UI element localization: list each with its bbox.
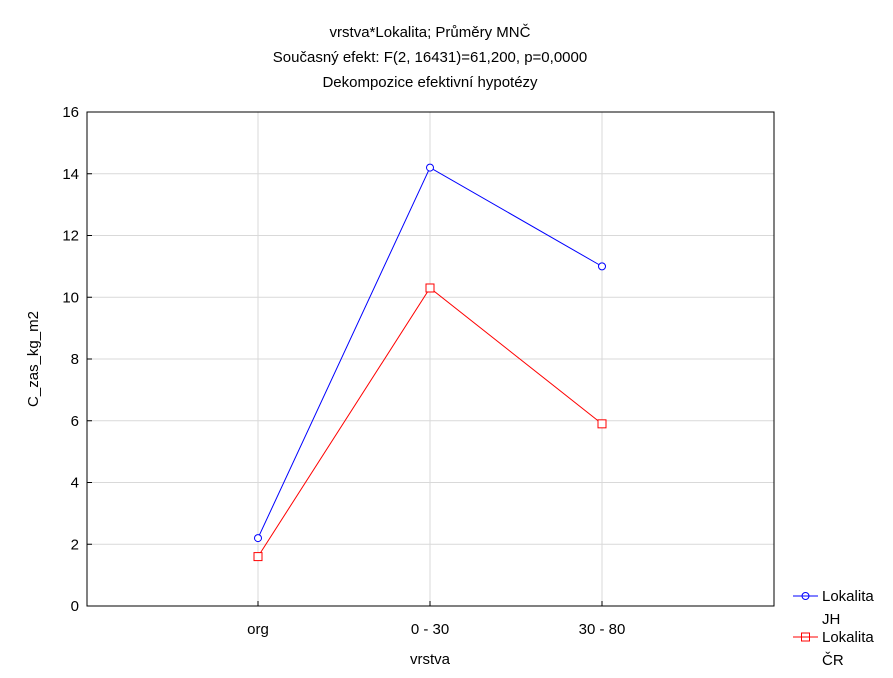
x-axis-label: vrstva (410, 651, 451, 668)
series-group (253, 163, 607, 562)
chart-title: vrstva*Lokalita; Průměry MNČ (330, 24, 531, 41)
legend: Lokalita JH Lokalita ČR (793, 588, 874, 669)
legend-jh-label-1: Lokalita (822, 588, 874, 605)
series-cr-point (597, 419, 607, 429)
legend-jh-label-2: JH (822, 611, 840, 628)
y-tick-label: 4 (71, 475, 79, 492)
chart-subtitle-2: Dekompozice efektivní hypotézy (322, 74, 538, 91)
y-tick-label: 10 (62, 289, 79, 306)
legend-jh-marker (801, 592, 810, 600)
y-axis-ticks: 0 2 4 6 8 10 12 14 16 (62, 104, 92, 615)
y-axis-label: C_zas_kg_m2 (25, 311, 42, 407)
series-jh-point (598, 262, 606, 271)
legend-cr-marker (801, 632, 810, 642)
series-cr-point (425, 283, 435, 293)
series-jh-point (426, 163, 434, 172)
x-tick-label: org (247, 621, 269, 638)
chart-subtitle: Současný efekt: F(2, 16431)=61,200, p=0,… (273, 49, 587, 66)
y-tick-label: 14 (62, 166, 79, 183)
legend-cr-label-2: ČR (822, 652, 844, 669)
x-tick-label: 30 - 80 (579, 621, 626, 638)
series-cr-point (253, 552, 263, 562)
y-tick-label: 8 (71, 351, 79, 368)
legend-cr-label-1: Lokalita (822, 629, 874, 646)
y-tick-label: 0 (71, 598, 79, 615)
y-tick-label: 6 (71, 413, 79, 430)
grid-lines (87, 112, 774, 606)
y-tick-label: 12 (62, 228, 79, 245)
y-tick-label: 2 (71, 536, 79, 553)
series-jh-point (254, 534, 262, 543)
x-axis-ticks: org 0 - 30 30 - 80 (247, 601, 625, 638)
x-tick-label: 0 - 30 (411, 621, 449, 638)
y-tick-label: 16 (62, 104, 79, 121)
